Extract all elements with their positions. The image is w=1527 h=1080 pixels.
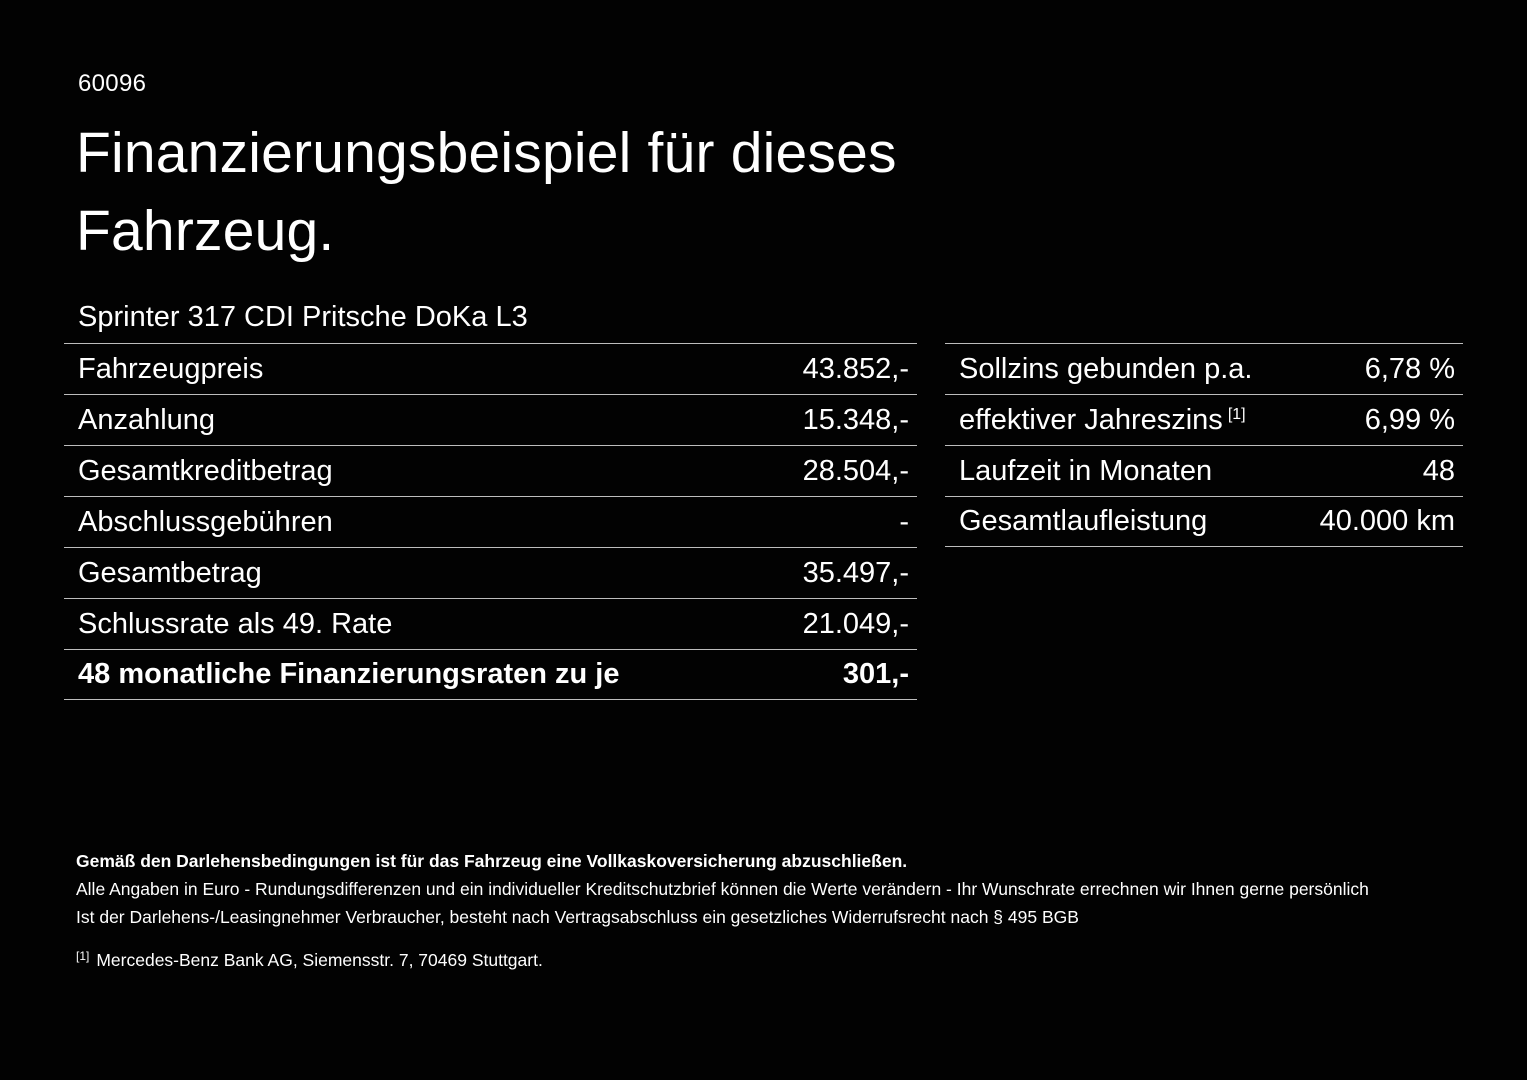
row-value: 43.852,- — [802, 352, 909, 385]
table-row-gesamtbetrag: Gesamtbetrag 35.497,- — [64, 547, 917, 598]
row-label: Gesamtkreditbetrag — [78, 454, 333, 487]
row-label: Laufzeit in Monaten — [959, 454, 1213, 487]
table-row-gesamtkreditbetrag: Gesamtkreditbetrag 28.504,- — [64, 445, 917, 496]
financing-table-left: Fahrzeugpreis 43.852,- Anzahlung 15.348,… — [64, 343, 917, 700]
footnote-text: Mercedes-Benz Bank AG, Siemensstr. 7, 70… — [96, 950, 543, 970]
footer-footnote: [1] Mercedes-Benz Bank AG, Siemensstr. 7,… — [76, 942, 1466, 974]
row-value: 35.497,- — [802, 556, 909, 589]
row-value: 48 — [1422, 454, 1455, 487]
table-row-schlussrate: Schlussrate als 49. Rate 21.049,- — [64, 598, 917, 649]
row-value: 28.504,- — [802, 454, 909, 487]
footer-insurance-note: Gemäß den Darlehensbedingungen ist für d… — [76, 851, 908, 871]
row-value: - — [899, 505, 909, 538]
row-label: Gesamtlaufleistung — [959, 505, 1208, 537]
page-title-line2: Fahrzeug. — [76, 199, 335, 263]
table-row-sollzins: Sollzins gebunden p.a. 6,78 % — [945, 343, 1463, 394]
table-row-abschlussgebuehren: Abschlussgebühren - — [64, 496, 917, 547]
table-row-monatsrate: 48 monatliche Finanzierungsraten zu je 3… — [64, 649, 917, 700]
row-value: 40.000 km — [1319, 505, 1455, 537]
row-value: 15.348,- — [802, 403, 909, 436]
row-value: 6,99 % — [1364, 403, 1455, 436]
row-label: Schlussrate als 49. Rate — [78, 607, 393, 640]
footnote-marker: [1] — [76, 949, 90, 963]
row-value: 6,78 % — [1364, 352, 1455, 385]
table-row-laufzeit: Laufzeit in Monaten 48 — [945, 445, 1463, 496]
row-label: Abschlussgebühren — [78, 505, 333, 538]
footer-disclaimer-line2: Ist der Darlehens-/Leasingnehmer Verbrau… — [76, 907, 1079, 927]
table-row-anzahlung: Anzahlung 15.348,- — [64, 394, 917, 445]
row-label: effektiver Jahreszins [1] — [959, 404, 1246, 437]
page-title-line1: Finanzierungsbeispiel für dieses — [76, 121, 897, 185]
row-value: 301,- — [842, 658, 909, 690]
table-row-gesamtlaufleistung: Gesamtlaufleistung 40.000 km — [945, 496, 1463, 547]
financing-table-right: Sollzins gebunden p.a. 6,78 % effektiver… — [945, 343, 1463, 547]
row-label: Sollzins gebunden p.a. — [959, 352, 1253, 385]
table-row-effektiver-jahreszins: effektiver Jahreszins [1] 6,99 % — [945, 394, 1463, 445]
row-label: Gesamtbetrag — [78, 556, 262, 589]
row-value: 21.049,- — [802, 607, 909, 640]
vehicle-model: Sprinter 317 CDI Pritsche DoKa L3 — [78, 301, 528, 333]
row-label: Anzahlung — [78, 403, 216, 436]
table-row-fahrzeugpreis: Fahrzeugpreis 43.852,- — [64, 343, 917, 394]
row-label: Fahrzeugpreis — [78, 352, 264, 385]
page-title: Finanzierungsbeispiel für dieses Fahrzeu… — [76, 114, 897, 270]
legal-footer: Gemäß den Darlehensbedingungen ist für d… — [76, 847, 1466, 974]
row-label: 48 monatliche Finanzierungsraten zu je — [78, 658, 620, 690]
row-label-text: effektiver Jahreszins — [959, 403, 1223, 436]
footer-disclaimer-line1: Alle Angaben in Euro - Rundungsdifferenz… — [76, 879, 1369, 899]
doc-number: 60096 — [78, 70, 147, 97]
footnote-reference: [1] — [1227, 405, 1246, 423]
